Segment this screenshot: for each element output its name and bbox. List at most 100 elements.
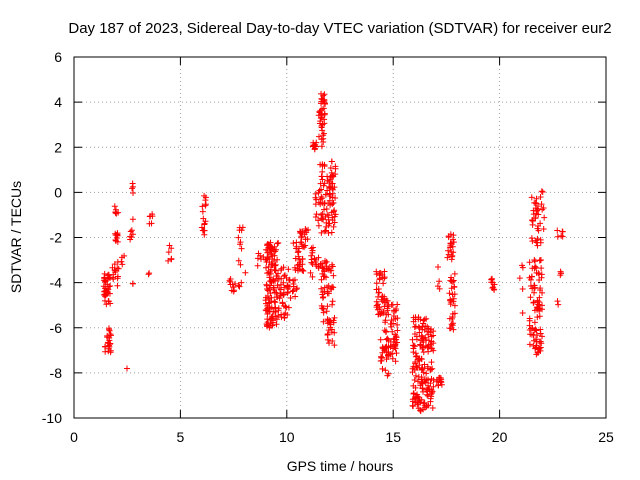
data-point: [327, 184, 334, 191]
data-point: [435, 263, 442, 270]
data-point: [275, 307, 282, 314]
data-point: [318, 98, 325, 105]
data-point: [242, 269, 249, 276]
data-point: [274, 256, 281, 263]
y-tick-label: -4: [50, 275, 63, 291]
data-point: [282, 303, 289, 310]
data-point: [105, 348, 112, 355]
y-tick-label: 0: [54, 184, 62, 200]
data-point: [294, 262, 301, 269]
data-point: [165, 249, 172, 256]
data-point: [299, 230, 306, 237]
data-point: [449, 252, 456, 259]
data-point: [533, 264, 540, 271]
data-point: [373, 271, 380, 278]
data-point: [321, 91, 328, 98]
data-point: [101, 275, 108, 282]
data-point: [374, 301, 381, 308]
data-point: [414, 378, 421, 385]
data-point: [322, 227, 329, 234]
data-point: [446, 290, 453, 297]
data-point: [292, 293, 299, 300]
y-tick-label: 2: [54, 139, 62, 155]
data-point: [387, 351, 394, 358]
data-point: [533, 327, 540, 334]
data-point: [165, 257, 172, 264]
data-point: [113, 232, 120, 239]
data-point: [425, 386, 432, 393]
data-point: [425, 382, 432, 389]
data-point: [115, 209, 122, 216]
data-point: [428, 338, 435, 345]
data-point: [449, 315, 456, 322]
data-point: [277, 286, 284, 293]
data-point: [320, 92, 327, 99]
data-point: [418, 337, 425, 344]
data-point: [418, 366, 425, 373]
data-point: [235, 282, 242, 289]
data-point: [422, 342, 429, 349]
data-point: [491, 281, 498, 288]
data-point: [411, 323, 418, 330]
data-point: [324, 303, 331, 310]
data-point: [327, 164, 334, 171]
data-point: [106, 290, 113, 297]
data-point: [519, 286, 526, 293]
data-point: [331, 329, 338, 336]
data-point: [451, 302, 458, 309]
data-point: [254, 262, 261, 269]
data-point: [312, 259, 319, 266]
data-point: [199, 208, 206, 215]
data-point: [321, 228, 328, 235]
data-point: [389, 355, 396, 362]
data-point: [531, 337, 538, 344]
data-point: [326, 340, 333, 347]
data-point: [529, 217, 536, 224]
data-point: [410, 363, 417, 370]
x-tick-label: 5: [177, 429, 185, 445]
data-point: [114, 265, 121, 272]
data-point: [528, 194, 535, 201]
data-point: [540, 204, 547, 211]
data-point: [529, 217, 536, 224]
data-point: [412, 316, 419, 323]
data-point: [128, 234, 135, 241]
data-point: [516, 275, 523, 282]
data-point: [539, 188, 546, 195]
data-point: [531, 258, 538, 265]
data-point: [529, 325, 536, 332]
data-point: [424, 391, 431, 398]
data-point: [428, 359, 435, 366]
data-point: [385, 301, 392, 308]
data-point: [127, 228, 134, 235]
data-point: [273, 316, 280, 323]
data-point: [435, 374, 442, 381]
data-point: [412, 323, 419, 330]
data-point: [533, 342, 540, 349]
data-point: [536, 294, 543, 301]
data-point: [429, 404, 436, 411]
data-point: [266, 274, 273, 281]
data-point: [106, 337, 113, 344]
data-point: [322, 191, 329, 198]
data-point: [419, 365, 426, 372]
data-point: [329, 263, 336, 270]
data-point: [409, 336, 416, 343]
data-point: [417, 407, 424, 414]
data-point: [272, 299, 279, 306]
data-point: [303, 229, 310, 236]
data-point: [319, 210, 326, 217]
data-point: [264, 292, 271, 299]
data-point: [199, 203, 206, 210]
data-point: [307, 269, 314, 276]
data-point: [319, 161, 326, 168]
data-point: [168, 255, 175, 262]
data-point: [319, 294, 326, 301]
data-point: [325, 327, 332, 334]
data-point: [271, 298, 278, 305]
data-point: [417, 341, 424, 348]
data-point: [393, 350, 400, 357]
data-point: [312, 190, 319, 197]
data-point: [529, 265, 536, 272]
data-point: [388, 323, 395, 330]
